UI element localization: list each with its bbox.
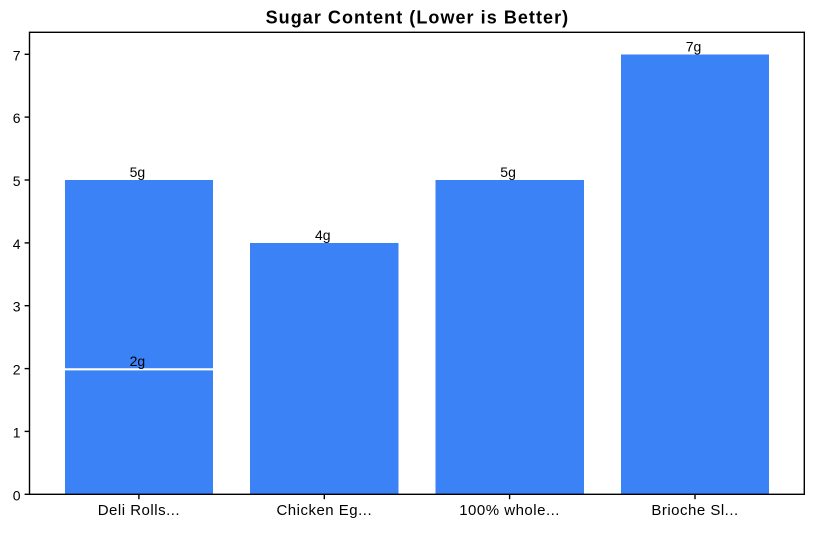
svg-text:5g: 5g — [500, 164, 516, 180]
svg-text:7g: 7g — [686, 38, 702, 54]
svg-text:Chicken Eg...: Chicken Eg... — [276, 502, 372, 519]
svg-text:1: 1 — [13, 424, 21, 440]
svg-text:4: 4 — [13, 236, 21, 252]
svg-text:6: 6 — [13, 110, 21, 126]
svg-text:5: 5 — [13, 173, 21, 189]
svg-text:100% whole...: 100% whole... — [459, 502, 560, 519]
svg-text:4g: 4g — [315, 227, 331, 243]
svg-text:Deli Rolls...: Deli Rolls... — [98, 502, 180, 519]
svg-text:Sugar Content (Lower is Better: Sugar Content (Lower is Better) — [266, 7, 570, 27]
svg-text:0: 0 — [13, 487, 21, 503]
svg-text:7: 7 — [13, 47, 21, 63]
svg-text:2: 2 — [13, 362, 21, 378]
svg-text:2g: 2g — [130, 353, 146, 369]
svg-text:Brioche Sl...: Brioche Sl... — [651, 502, 738, 519]
svg-text:5g: 5g — [130, 164, 146, 180]
svg-text:3: 3 — [13, 299, 21, 315]
